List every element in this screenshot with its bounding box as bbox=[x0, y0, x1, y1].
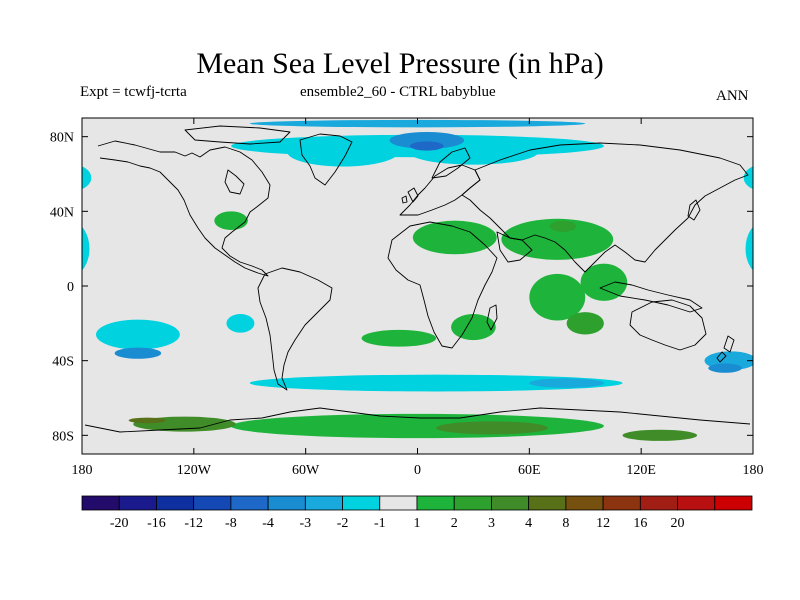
colorbar-label-4: -4 bbox=[262, 516, 274, 531]
colorbar-swatch-15 bbox=[639, 495, 678, 511]
coast-indonesia bbox=[599, 281, 703, 313]
coast-japan bbox=[687, 199, 701, 221]
map-area bbox=[82, 118, 753, 454]
colorbar-swatch-11 bbox=[491, 495, 530, 511]
coast-north-america bbox=[97, 140, 271, 277]
field-region-5 bbox=[410, 141, 444, 151]
colorbar-label-5: -3 bbox=[299, 516, 311, 531]
field-region-6 bbox=[82, 226, 90, 271]
lat-tick-label-4: 80S bbox=[52, 429, 74, 444]
coast-australia bbox=[629, 299, 707, 351]
colorbar-swatch-2 bbox=[156, 495, 195, 511]
colorbar-swatch-0 bbox=[81, 495, 120, 511]
field-region-15 bbox=[708, 363, 742, 373]
field-region-16 bbox=[529, 378, 604, 388]
field-region-2 bbox=[287, 136, 399, 167]
lon-tick-label-2: 60W bbox=[292, 463, 320, 478]
colorbar-swatch-13 bbox=[565, 495, 604, 511]
colorbar-label-15: 20 bbox=[671, 516, 685, 531]
colorbar-label-0: -20 bbox=[110, 516, 129, 531]
field-region-19 bbox=[529, 273, 586, 321]
colorbar-label-6: -2 bbox=[337, 516, 349, 531]
coast-canadian-arctic bbox=[184, 125, 291, 145]
colorbar-label-7: -1 bbox=[374, 516, 386, 531]
colorbar-label-12: 8 bbox=[562, 516, 569, 531]
lon-tick-label-1: 120W bbox=[177, 463, 212, 478]
colorbar-swatch-4 bbox=[230, 495, 269, 511]
field-region-12 bbox=[226, 314, 255, 333]
field-region-4 bbox=[389, 132, 465, 149]
colorbar-swatch-17 bbox=[714, 495, 753, 511]
lat-axis: 80N 40N 0 40S 80S bbox=[50, 131, 753, 444]
experiment-label: Expt = tcwfj-tcrta bbox=[80, 84, 187, 100]
colorbar-label-10: 3 bbox=[488, 516, 495, 531]
colorbar-swatch-3 bbox=[193, 495, 232, 511]
colorbar-swatch-7 bbox=[342, 495, 381, 511]
season-label: ANN bbox=[716, 88, 749, 104]
coastlines bbox=[84, 125, 751, 433]
lon-tick-label-0: 180 bbox=[72, 463, 93, 478]
colorbar-swatch-16 bbox=[677, 495, 716, 511]
pressure-field bbox=[82, 119, 753, 441]
lon-tick-label-4: 60E bbox=[518, 463, 541, 478]
coast-madagascar bbox=[486, 304, 498, 331]
field-region-24 bbox=[451, 314, 496, 341]
colorbar-label-2: -12 bbox=[184, 516, 203, 531]
colorbar-swatch-12 bbox=[528, 495, 567, 511]
coast-british-isles bbox=[401, 187, 419, 204]
field-region-10 bbox=[95, 319, 180, 350]
lat-tick-label-3: 40S bbox=[52, 355, 74, 370]
colorbar-label-1: -16 bbox=[147, 516, 166, 531]
coast-scandinavia bbox=[431, 147, 471, 179]
field-region-8 bbox=[82, 166, 92, 190]
coast-asia bbox=[461, 142, 749, 273]
field-region-21 bbox=[566, 312, 604, 335]
field-region-13 bbox=[249, 374, 623, 392]
field-region-17 bbox=[412, 220, 497, 255]
colorbar-label-3: -8 bbox=[225, 516, 237, 531]
lon-axis: 180 120W 60W 0 60E 120E 180 bbox=[72, 118, 764, 478]
coast-antarctica bbox=[84, 407, 751, 433]
colorbar-swatch-14 bbox=[602, 495, 641, 511]
colorbar-swatch-9 bbox=[416, 495, 455, 511]
colorbar-label-14: 16 bbox=[633, 516, 647, 531]
coast-south-america bbox=[257, 267, 333, 391]
coast-new-zealand bbox=[716, 335, 735, 363]
coast-arabia bbox=[496, 231, 533, 263]
field-region-25 bbox=[361, 329, 437, 347]
field-region-18 bbox=[501, 218, 614, 260]
lon-tick-label-6: 180 bbox=[743, 463, 764, 478]
lat-tick-label-1: 40N bbox=[50, 205, 74, 220]
colorbar: -20 -16 -12 -8 -4 -3 -2 -1 1 2 3 4 8 12 16 20 bbox=[81, 495, 753, 531]
lon-tick-label-3: 0 bbox=[414, 463, 421, 478]
coast-africa bbox=[387, 221, 498, 349]
field-region-28 bbox=[128, 417, 166, 424]
field-region-9 bbox=[743, 166, 753, 190]
colorbar-swatch-1 bbox=[118, 495, 157, 511]
field-region-22 bbox=[549, 220, 576, 232]
field-region-11 bbox=[114, 347, 162, 359]
field-region-20 bbox=[580, 263, 628, 301]
colorbar-swatch-5 bbox=[267, 495, 306, 511]
ensemble-label: ensemble2_60 - CTRL babyblue bbox=[300, 84, 496, 100]
colorbar-label-9: 2 bbox=[451, 516, 458, 531]
lat-tick-label-0: 80N bbox=[50, 131, 74, 146]
field-region-29 bbox=[436, 421, 548, 435]
colorbar-label-8: 1 bbox=[414, 516, 421, 531]
field-region-7 bbox=[745, 226, 753, 271]
field-region-30 bbox=[622, 429, 698, 441]
coast-greenland bbox=[299, 133, 353, 186]
colorbar-swatch-6 bbox=[304, 495, 343, 511]
lat-tick-label-2: 0 bbox=[67, 280, 74, 295]
field-region-23 bbox=[214, 211, 248, 231]
colorbar-swatch-10 bbox=[453, 495, 492, 511]
colorbar-label-13: 12 bbox=[596, 516, 610, 531]
colorbar-label-11: 4 bbox=[525, 516, 532, 531]
coast-hudson-bay bbox=[224, 169, 245, 195]
lon-tick-label-5: 120E bbox=[626, 463, 656, 478]
colorbar-swatch-8 bbox=[379, 495, 418, 511]
field-background bbox=[82, 118, 753, 454]
chart-title: Mean Sea Level Pressure (in hPa) bbox=[196, 47, 604, 80]
